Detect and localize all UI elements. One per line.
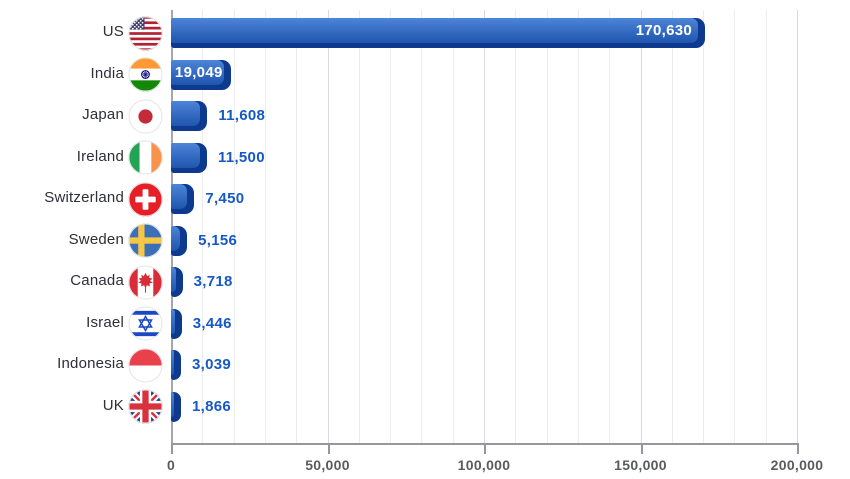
- gridline-major: [484, 10, 485, 443]
- bar-switzerland: [171, 184, 195, 215]
- value-label: 3,039: [192, 356, 232, 374]
- value-label: 3,718: [193, 273, 233, 291]
- bar-face: [171, 59, 224, 85]
- value-label: 5,156: [198, 231, 238, 249]
- bar-face: [171, 142, 200, 168]
- gridline-major: [640, 10, 642, 443]
- gridline-major: [797, 10, 798, 443]
- x-axis-tick: [484, 445, 486, 454]
- bar-uk: [171, 391, 181, 422]
- value-label: 170,630: [635, 22, 693, 39]
- flag-canada-icon: [128, 265, 163, 300]
- gridline-minor: [421, 10, 423, 443]
- gridline-minor: [703, 10, 705, 443]
- category-label: Sweden: [68, 230, 124, 248]
- category-label: Canada: [70, 272, 124, 290]
- category-label: Israel: [86, 313, 124, 331]
- gridline-minor: [577, 10, 579, 443]
- bar-japan: [171, 101, 208, 132]
- gridline-minor: [452, 10, 454, 443]
- flag-uk-icon: [128, 389, 163, 424]
- gridline-minor: [515, 10, 517, 443]
- bar-indonesia: [171, 350, 181, 381]
- bar-face: [171, 18, 699, 43]
- bar-us: 170,630: [171, 18, 706, 48]
- gridline-minor: [546, 10, 548, 443]
- category-label: Japan: [82, 106, 124, 124]
- x-axis-tick: [640, 445, 643, 454]
- value-label: 11,500: [217, 148, 265, 166]
- value-label: 3,446: [192, 314, 232, 332]
- gridline-minor: [609, 10, 611, 443]
- category-label: US: [102, 23, 124, 40]
- x-axis-tick-label: 50,000: [305, 457, 350, 473]
- x-axis-tick-label: 100,000: [457, 457, 511, 473]
- x-axis-tick-label: 150,000: [614, 457, 667, 473]
- bar-india: 19,049: [171, 59, 231, 90]
- bar-face: [171, 101, 201, 127]
- x-axis-tick: [327, 445, 330, 454]
- gridline-minor: [264, 10, 266, 443]
- bar-face: [171, 267, 176, 293]
- category-label: Ireland: [76, 147, 124, 165]
- value-label: 1,866: [192, 397, 232, 415]
- x-axis-tick-label: 0: [166, 457, 176, 473]
- bar-face: [171, 225, 181, 251]
- gridline-minor: [765, 10, 767, 443]
- bar-canada: [171, 267, 183, 298]
- x-axis-tick: [171, 445, 173, 454]
- gridline-minor: [390, 10, 392, 443]
- flag-switzerland-icon: [128, 182, 163, 217]
- flag-japan-icon: [128, 99, 163, 134]
- gridline-minor: [671, 10, 673, 443]
- value-label: 11,608: [218, 107, 266, 125]
- bar-face: [171, 184, 188, 210]
- flag-india-icon: [128, 57, 163, 92]
- bar-israel: [171, 308, 182, 339]
- bar-face: [171, 391, 174, 417]
- category-label: Indonesia: [57, 355, 124, 373]
- gridline-minor: [202, 10, 204, 443]
- bar-ireland: [171, 142, 207, 173]
- gridline-minor: [734, 10, 736, 443]
- flag-indonesia-icon: [128, 348, 163, 383]
- gridline-minor: [358, 10, 360, 443]
- x-axis-line: [171, 443, 799, 445]
- gridline-minor: [296, 10, 298, 443]
- flag-israel-icon: [128, 306, 163, 341]
- gridline-minor: [233, 10, 235, 443]
- flag-ireland-icon: [128, 140, 163, 175]
- flag-us-icon: [128, 15, 163, 51]
- value-label: 19,049: [174, 63, 223, 81]
- bar-face: [171, 308, 175, 334]
- category-label: India: [90, 64, 124, 82]
- x-axis-tick: [797, 445, 799, 454]
- bar-sweden: [171, 225, 188, 256]
- flag-sweden-icon: [128, 223, 163, 258]
- category-label: Switzerland: [44, 189, 124, 207]
- category-label: UK: [102, 396, 124, 414]
- gridline-major: [327, 10, 329, 443]
- value-label: 7,450: [205, 190, 245, 208]
- x-axis-tick-label: 200,000: [770, 457, 824, 473]
- bar-face: [171, 350, 174, 376]
